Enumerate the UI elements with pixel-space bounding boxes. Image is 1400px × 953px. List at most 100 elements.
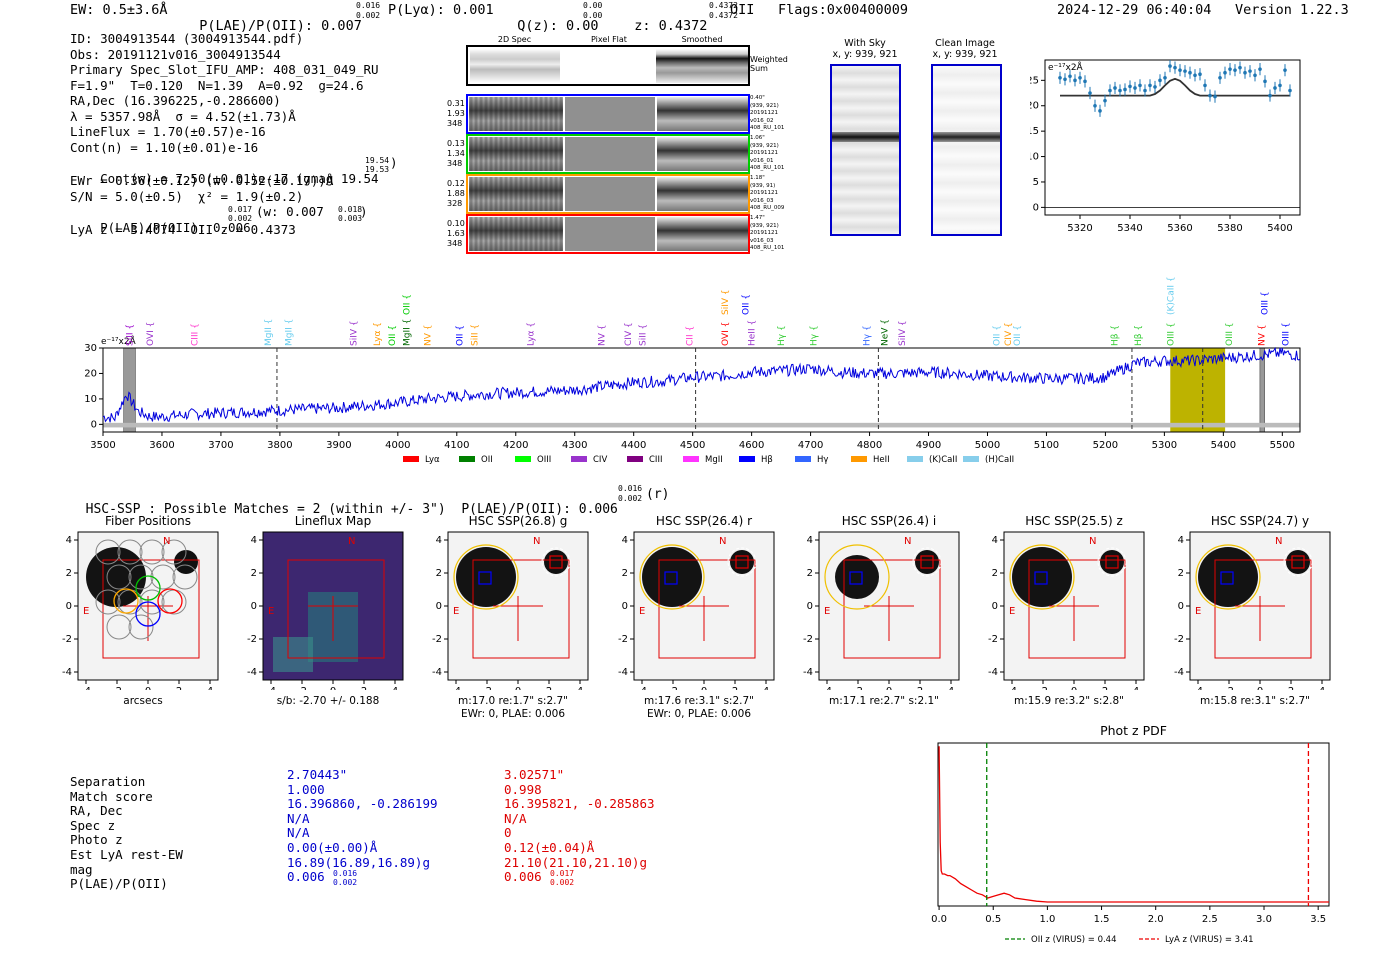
aperture-box [102,559,200,659]
spectral-line-label: SiII { [470,324,480,346]
fiber-row-meta-line: 1.47" [750,215,765,221]
spectral-line-label: SiII { [126,324,136,346]
header-version: Version 1.22.3 [1235,2,1349,18]
zoom-data-point [1278,83,1282,88]
fiber-row-meta: 0.40" (939, 921) 20191121 v016_02 408_RU_101 [750,95,784,133]
match-cell-value: 3.02571" [504,767,565,782]
thumb-xtick-label: 0 [701,686,707,690]
match-table-col2: 3.02571" 0.998 16.395821, -0.285863 N/A 0 0.1… [504,767,655,887]
fiber-smooth-image [657,217,748,251]
thumb-xtick-label: -2 [112,686,122,690]
thumb-ytick-label: -4 [1174,667,1184,678]
spectral-line-label: CIV { [1004,322,1014,346]
thumb-image: N E -4 4 -2 2 0 0 2 -2 4 -4 [62,531,219,690]
thumb-xtick-label: -4 [637,686,647,690]
thumb-ytick-label: -2 [432,634,442,645]
zoom-data-point [1063,77,1067,82]
fiber-flat-image [565,137,655,171]
spectral-line-label: NV { [1258,325,1268,346]
info-plae-hi: 0.017 [228,205,253,214]
fiber-row-meta-line: 408_RU_101 [750,125,785,131]
neighbor-source [544,550,568,574]
info-plae-lo: 0.002 [228,214,253,223]
spectral-line-label-top: (K)CaII { [1166,276,1176,315]
spectral-line-label: OIII { [1281,322,1291,346]
thumb-xtick-label: -2 [853,686,863,690]
thumb-ytick-label: 2 [807,568,813,579]
source-ellipse [1195,544,1261,610]
header-plya: P(Lyα): 0.001 [388,2,494,18]
fiber-row-stat: 1.88 [447,189,465,198]
zoom-data-point [1108,88,1112,93]
legend-swatch [459,456,475,462]
zoom-data-point [1258,67,1262,71]
fiber-row-meta-line: v016_03 [750,237,774,244]
match-plae-hi: 0.016 [333,869,358,879]
header-plae: P(LAE)/P(OII): 0.007 0.016 0.002 [183,1,380,66]
thumb-ytick-label: -2 [618,634,628,645]
zoom-xtick-label: 5360 [1167,223,1192,234]
spectrum-xtick-label: 4400 [621,440,646,451]
thumb-ytick-label: -2 [803,634,813,645]
north-label: N [163,536,170,547]
legend-label: (K)CaII [929,455,957,465]
legend-label: Lyα [425,455,440,465]
east-label: E [268,606,274,617]
zoom-data-point [1148,83,1152,88]
spectral-line-label: MgII { [403,319,413,346]
fiber-highlight [135,601,161,627]
spectrum-unit-label: e⁻¹⁷x2Å [101,335,137,347]
fiber-smooth-image [657,97,748,131]
thumb-ytick-label: -4 [247,667,257,678]
zoom-xtick-label: 5400 [1267,223,1292,234]
match-cell-value: 0 [504,825,512,841]
zoom-data-point [1123,87,1127,92]
spectrum-xtick-label: 4500 [680,440,705,451]
thumb-xtick-label: 0 [515,686,521,690]
match-cell-value: 0.12(±0.04)Å [504,839,595,855]
fiber-row-stats: 0.31 1.93 348 [447,99,465,129]
fiber-row: 0.31 1.93 348 0.40" (939, 921) 20191121 v016_0… [445,94,790,134]
aperture-box [472,559,570,659]
east-label: E [824,606,830,617]
zoom-ytick-label: 15 [1030,126,1039,137]
spectral-line-label-top: OIII { [1261,291,1271,315]
col-pixel-flat: Pixel Flat [591,35,627,44]
header-z: z: 0.4372 0.4372 0.4372 OII [618,1,754,82]
header-datetime: 2024-12-29 06:40:04 [1057,2,1212,18]
spectral-line-label: NV { [597,325,607,346]
spectral-line-label: OVI { [721,322,731,346]
weighted-sum-frame [466,45,750,86]
spectrum-ytick-label: 10 [84,394,97,405]
spectrum-ytick-label: 0 [91,419,97,430]
pdf-xtick-label: 0.5 [985,914,1001,925]
zoom-data-point [1218,75,1222,80]
info-plae-w: (w: 0.007 [256,204,324,219]
thumb-ytick-label: 0 [807,601,813,612]
pdf-frame [937,742,1330,907]
match-plae-lo: 0.002 [550,878,575,888]
match-cell: 0.998 [504,782,655,798]
thumb-ytick-label: -2 [62,634,72,645]
match-row-label: Spec z [70,817,116,833]
thumb-title: HSC SSP(25.5) z [1025,514,1123,528]
thumb-xtick-label: 0 [330,686,336,690]
match-cell: 16.395821, -0.285863 [504,796,655,812]
pdf-xtick-label: 0.0 [931,914,947,925]
neighbor-ellipse [541,547,571,577]
zoom-data-point [1248,69,1252,73]
thumb-ytick-label: 2 [66,568,72,579]
fiber-row-meta-line: (939, 921) [750,142,779,149]
fiber-row-meta: 1.06" (939, 921) 20191121 v016_01 408_RU_101 [750,135,784,173]
source-ellipse [824,544,890,610]
match-cell: 2.70443" [287,767,438,783]
spectral-line-label: OII { [456,325,466,346]
fiber-highlight [157,588,183,614]
neighbor-ellipse [1283,547,1313,577]
fiber-2d-image [469,137,563,171]
zoom-line-plot: 5320 5340 5360 5380 5400 0 5 10 15 20 25 e⁻¹⁷x2Å [1030,59,1301,234]
header-qz-hi: 0.00 [583,1,603,10]
fiber-row-frame [466,134,750,174]
match-box-1 [849,571,863,585]
hsc-heading-text: HSC-SSP : Possible Matches = 2 (within +… [85,502,618,517]
